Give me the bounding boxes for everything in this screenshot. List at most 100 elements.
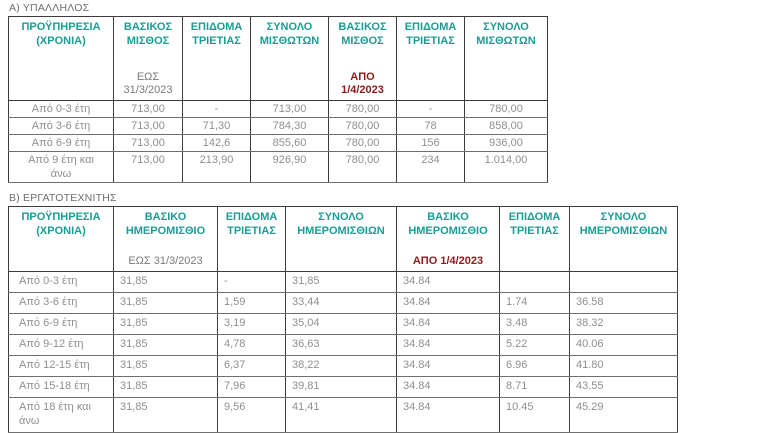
column-header-label: ΒΑΣΙΚΟΣ ΜΙΣΘΟΣ	[338, 21, 387, 47]
value-cell: -	[396, 100, 465, 118]
value-cell: 31,85	[113, 355, 218, 377]
column-period-label: ΕΩΣ 31/3/2023	[128, 255, 203, 267]
column-header: ΠΡΟΫΠΗΡΕΣΙΑ (ΧΡΟΝΙΑ)	[8, 16, 114, 101]
value-cell: 713,00	[113, 134, 183, 152]
column-header-label: ΠΡΟΫΠΗΡΕΣΙΑ (ΧΡΟΝΙΑ)	[21, 21, 101, 47]
value-cell: 713,00	[113, 151, 183, 183]
worker-wage-table: ΠΡΟΫΠΗΡΕΣΙΑ (ΧΡΟΝΙΑ) ΒΑΣΙΚΟ ΗΜΕΡΟΜΙΣΘΙΟ ΕΩ…	[8, 206, 678, 433]
value-cell: 936,00	[464, 134, 548, 152]
table-row: Από 6-9 έτη 31,85 3,19 35,04 34.84 3.48 38.32	[8, 313, 678, 335]
column-header-label: ΣΥΝΟΛΟ ΗΜΕΡΟΜΙΣΘΙΩΝ	[579, 211, 668, 237]
value-cell: 31,85	[113, 313, 218, 335]
row-label-cell: Από 9 έτη και άνω	[8, 151, 114, 183]
value-cell: 34.84	[396, 292, 500, 314]
column-header: ΕΠΙΔΟΜΑ ΤΡΙΕΤΙΑΣ	[182, 16, 251, 101]
column-header: ΕΠΙΔΟΜΑ ΤΡΙΕΤΙΑΣ	[396, 16, 465, 101]
column-header-label: ΕΠΙΔΟΜΑ ΤΡΙΕΤΙΑΣ	[190, 21, 243, 47]
value-cell: 34.84	[396, 397, 500, 433]
value-cell: 41,41	[285, 397, 397, 433]
row-label-cell: Από 6-9 έτη	[8, 313, 114, 335]
section-title-employee: Α) ΥΠΑΛΛΗΛΟΣ	[9, 2, 90, 14]
column-header-label: ΒΑΣΙΚΟΣ ΜΙΣΘΟΣ	[123, 21, 173, 47]
value-cell: 1.74	[499, 292, 570, 314]
value-cell: 142,6	[182, 134, 251, 152]
value-cell: 71,30	[182, 117, 251, 135]
value-cell: 713,00	[113, 100, 183, 118]
value-cell: 780,00	[328, 117, 397, 135]
column-header: ΣΥΝΟΛΟ ΜΙΣΘΩΤΩΝ	[464, 16, 548, 101]
value-cell: 4,78	[217, 334, 286, 356]
column-header-label: ΕΠΙΔΟΜΑ ΤΡΙΕΤΙΑΣ	[225, 211, 278, 237]
row-label-cell: Από 18 έτη και άνω	[8, 397, 114, 433]
value-cell: 34.84	[396, 355, 500, 377]
row-label-cell: Από 12-15 έτη	[8, 355, 114, 377]
section-title-worker: Β) ΕΡΓΑΤΟΤΕΧΝΙΤΗΣ	[9, 192, 117, 204]
value-cell: 34.84	[396, 313, 500, 335]
column-period-label: ΕΩΣ 31/3/2023	[123, 71, 173, 96]
value-cell: 38,22	[285, 355, 397, 377]
value-cell: 34.84	[396, 334, 500, 356]
column-header: ΒΑΣΙΚΟΣ ΜΙΣΘΟΣ ΑΠΟ 1/4/2023	[328, 16, 397, 101]
row-label-cell: Από 15-18 έτη	[8, 376, 114, 398]
value-cell: 9,56	[217, 397, 286, 433]
column-header: ΒΑΣΙΚΟΣ ΜΙΣΘΟΣ ΕΩΣ 31/3/2023	[113, 16, 183, 101]
table-row: Από 3-6 έτη 31,85 1,59 33,44 34.84 1.74 36.58	[8, 292, 678, 314]
section-employee: Α) ΥΠΑΛΛΗΛΟΣ ΠΡΟΫΠΗΡΕΣΙΑ (ΧΡΟΝΙΑ) ΒΑΣΙΚΟΣ…	[8, 2, 768, 183]
table-row: Από 6-9 έτη 713,00 142,6 855,60 780,00 156 936…	[8, 134, 548, 152]
value-cell: 31,85	[113, 397, 218, 433]
table-row: Από 3-6 έτη 713,00 71,30 784,30 780,00 78 858,…	[8, 117, 548, 135]
value-cell: 1,59	[217, 292, 286, 314]
value-cell: 5.22	[499, 334, 570, 356]
row-label-cell: Από 9-12 έτη	[8, 334, 114, 356]
value-cell: 31,85	[285, 271, 397, 293]
column-header-label: ΒΑΣΙΚΟ ΗΜΕΡΟΜΙΣΘΙΟ	[408, 211, 488, 237]
column-header: ΠΡΟΫΠΗΡΕΣΙΑ (ΧΡΟΝΙΑ)	[8, 206, 114, 272]
column-header-label: ΣΥΝΟΛΟ ΗΜΕΡΟΜΙΣΘΙΩΝ	[297, 211, 385, 237]
value-cell: 10.45	[499, 397, 570, 433]
value-cell: 43.55	[569, 376, 678, 398]
value-cell	[499, 271, 570, 293]
column-header-label: ΕΠΙΔΟΜΑ ΤΡΙΕΤΙΑΣ	[508, 211, 561, 237]
column-header: ΣΥΝΟΛΟ ΗΜΕΡΟΜΙΣΘΙΩΝ	[569, 206, 678, 272]
value-cell: 31,85	[113, 292, 218, 314]
value-cell: 6,37	[217, 355, 286, 377]
column-header-label: ΒΑΣΙΚΟ ΗΜΕΡΟΜΙΣΘΙΟ	[125, 211, 206, 237]
value-cell: 34.84	[396, 271, 500, 293]
column-header-label: ΣΥΝΟΛΟ ΜΙΣΘΩΤΩΝ	[476, 21, 536, 47]
row-label-cell: Από 3-6 έτη	[8, 117, 114, 135]
section-worker: Β) ΕΡΓΑΤΟΤΕΧΝΙΤΗΣ ΠΡΟΫΠΗΡΕΣΙΑ (ΧΡΟΝΙΑ) ΒΑ…	[8, 192, 768, 433]
column-header: ΣΥΝΟΛΟ ΗΜΕΡΟΜΙΣΘΙΩΝ	[285, 206, 397, 272]
value-cell: 41.80	[569, 355, 678, 377]
value-cell: 8.71	[499, 376, 570, 398]
value-cell: 39,81	[285, 376, 397, 398]
column-header-label: ΠΡΟΫΠΗΡΕΣΙΑ (ΧΡΟΝΙΑ)	[21, 211, 101, 237]
value-cell: 31,85	[113, 376, 218, 398]
value-cell: 213,90	[182, 151, 251, 183]
value-cell: 78	[396, 117, 465, 135]
column-header: ΒΑΣΙΚΟ ΗΜΕΡΟΜΙΣΘΙΟ ΕΩΣ 31/3/2023	[113, 206, 218, 272]
column-header: ΕΠΙΔΟΜΑ ΤΡΙΕΤΙΑΣ	[499, 206, 570, 272]
table-row: Από 18 έτη και άνω 31,85 9,56 41,41 34.84 10.…	[8, 397, 678, 433]
value-cell: 31,85	[113, 271, 218, 293]
value-cell: 784,30	[250, 117, 329, 135]
table-row: Από 9-12 έτη 31,85 4,78 36,63 34.84 5.22 40.06	[8, 334, 678, 356]
employee-salary-table: ΠΡΟΫΠΗΡΕΣΙΑ (ΧΡΟΝΙΑ) ΒΑΣΙΚΟΣ ΜΙΣΘΟΣ ΕΩΣ 31…	[8, 16, 548, 183]
column-header: ΣΥΝΟΛΟ ΜΙΣΘΩΤΩΝ	[250, 16, 329, 101]
value-cell: 34.84	[396, 376, 500, 398]
value-cell: 780,00	[328, 100, 397, 118]
value-cell: 7,96	[217, 376, 286, 398]
value-cell: 3.48	[499, 313, 570, 335]
value-cell: -	[217, 271, 286, 293]
value-cell: 38.32	[569, 313, 678, 335]
table-row: Από 0-3 έτη 31,85-31,85 34.84	[8, 271, 678, 293]
value-cell: 35,04	[285, 313, 397, 335]
header-row: ΠΡΟΫΠΗΡΕΣΙΑ (ΧΡΟΝΙΑ) ΒΑΣΙΚΟ ΗΜΕΡΟΜΙΣΘΙΟ ΕΩ…	[8, 206, 678, 272]
value-cell	[569, 271, 678, 293]
value-cell: 1.014,00	[464, 151, 548, 183]
value-cell: 234	[396, 151, 465, 183]
row-label-cell: Από 6-9 έτη	[8, 134, 114, 152]
header-row: ΠΡΟΫΠΗΡΕΣΙΑ (ΧΡΟΝΙΑ) ΒΑΣΙΚΟΣ ΜΙΣΘΟΣ ΕΩΣ 31…	[8, 16, 548, 101]
value-cell: 3,19	[217, 313, 286, 335]
column-header: ΒΑΣΙΚΟ ΗΜΕΡΟΜΙΣΘΙΟ ΑΠΟ 1/4/2023	[396, 206, 500, 272]
